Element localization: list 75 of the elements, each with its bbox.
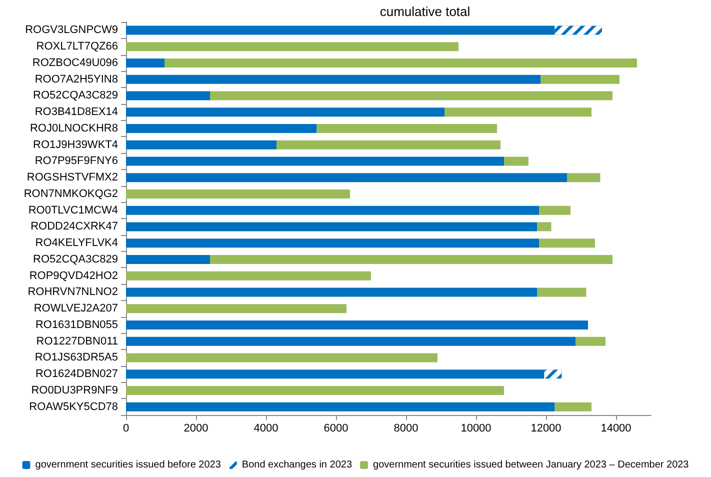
y-tick-label: ROZBOC49U096 [32,56,118,69]
y-tick-label: RO3B41D8EX14 [34,106,118,118]
chart-title: cumulative total [380,4,470,19]
bar [537,222,552,232]
bar [126,336,576,346]
bar [539,238,595,248]
y-tick-label: ROGV3LGNPCW9 [25,24,118,36]
y-tick-label: ROJ0LNOCKHR8 [30,122,118,134]
bar [537,288,586,297]
y-tick-label: RO1227DBN011 [36,335,118,348]
legend-label: government securities issued between January 2023 – December 2023 [373,460,690,470]
bar [539,206,570,215]
bar [126,140,276,150]
legend-label: Bond exchanges in 2023 [242,460,352,470]
bar [554,402,592,412]
x-tick-label: 2000 [184,422,208,434]
legend-label: government securities issued before 2023 [35,460,222,470]
bar [210,254,612,264]
bar [126,124,317,133]
y-tick-label: RO1624DBN027 [35,368,118,380]
bar [126,238,539,248]
bar [576,336,606,346]
bar [126,91,210,100]
y-tick-label: ROAW5KY5CD78 [29,400,118,413]
y-tick-label: RO0DU3PR9NF9 [31,384,118,396]
y-tick-label: ROO7A2H5YIN8 [34,73,118,86]
bar [126,288,538,297]
bar [126,74,541,84]
y-tick-label: ROXL7LT7QZ66 [36,40,118,53]
bar [540,74,620,84]
bar [126,386,504,395]
bar [126,370,544,379]
bar [567,173,600,182]
x-tick-label: 0 [122,422,130,434]
bar [316,124,497,133]
bar [126,156,504,166]
bar [126,189,350,198]
bar [126,173,567,182]
bar [126,222,538,232]
bar [126,320,588,330]
y-tick-label: RON7NMKOKQG2 [24,188,118,200]
x-tick-label: 6000 [324,422,348,434]
y-tick-label: ROP9QVD42HO2 [29,270,118,282]
y-tick-label: RO7P95F9FNY6 [34,155,118,168]
y-tick-label: ROWLVEJ2A207 [34,302,118,315]
bar [164,58,637,68]
bar [126,304,346,314]
x-tick-label: 4000 [254,422,278,434]
y-tick-label: RO0TLVC1MCW4 [28,204,118,216]
bar [126,58,164,68]
bar [126,206,539,215]
bar [504,156,528,166]
bar [126,271,371,280]
bar [126,353,438,362]
bar [444,108,592,117]
bar [276,140,500,150]
x-tick-label: 10000 [460,422,492,434]
bar [126,26,555,35]
bar [126,254,210,264]
x-tick-label: 14000 [600,422,632,434]
bar [210,91,612,100]
x-tick-label: 8000 [394,422,418,434]
y-tick-label: RO1631DBN055 [35,318,118,331]
y-tick-label: RO1JS63DR5A5 [34,352,118,364]
y-tick-label: RO4KELYFLVK4 [35,237,118,250]
y-tick-label: ROHRVN7NLNO2 [28,286,118,298]
bar [126,402,555,412]
x-tick-label: 12000 [530,422,562,434]
bar [126,108,444,117]
y-tick-label: RO52CQA3C829 [33,253,118,266]
y-tick-label: RO1J9H39WKT4 [33,138,118,151]
y-tick-label: ROGSHSTVFMX2 [26,172,118,184]
bar [126,42,458,52]
y-tick-label: RO52CQA3C829 [33,90,118,102]
y-tick-label: RODD24CXRK47 [30,220,118,233]
